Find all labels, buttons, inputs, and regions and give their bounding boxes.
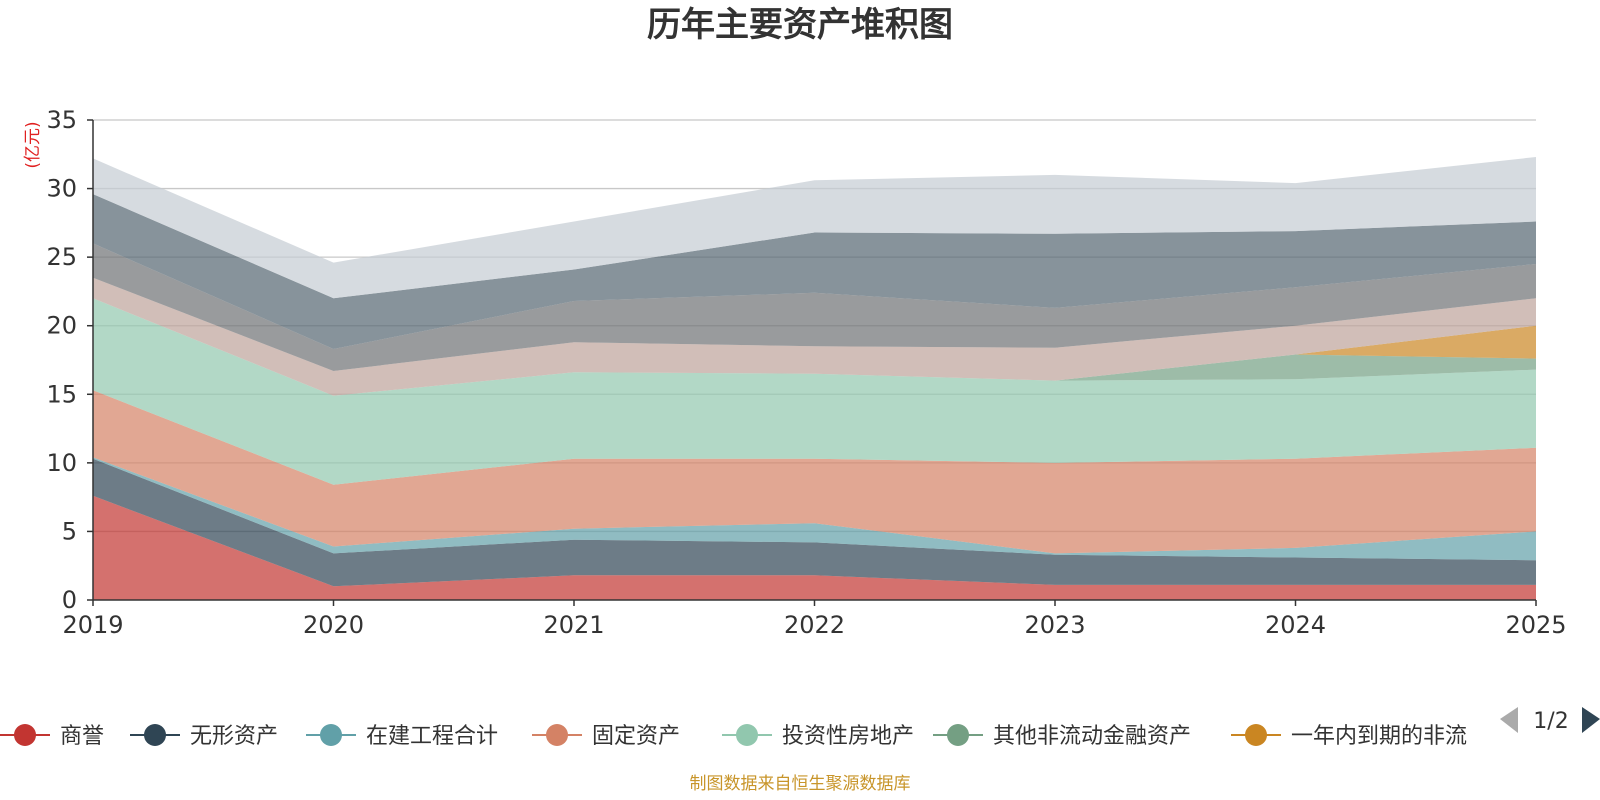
- y-tick-label-20: 20: [46, 312, 77, 340]
- y-tick-label-30: 30: [46, 175, 77, 203]
- area-series-4[interactable]: [93, 298, 1536, 485]
- area-series-3[interactable]: [93, 390, 1536, 554]
- legend-page-indicator: 1/2: [1533, 709, 1568, 734]
- legend: 商誉 无形资产 在建工程合计 固定资产 投资性房地产 其他非流动金融资产 一年内到期的非流: [0, 724, 1467, 749]
- x-tick-label-2019: 2019: [62, 611, 123, 639]
- area-series-0[interactable]: [93, 495, 1536, 600]
- legend-item-5[interactable]: 其他非流动金融资产: [933, 724, 1191, 749]
- legend-pager: 1/2: [1500, 707, 1600, 734]
- legend-circle-marker: [14, 724, 36, 746]
- x-tick-label-2021: 2021: [543, 611, 604, 639]
- legend-prev-page-icon[interactable]: [1500, 707, 1518, 733]
- legend-label: 在建工程合计: [366, 724, 498, 749]
- x-tick-label-2020: 2020: [303, 611, 364, 639]
- legend-circle-marker: [947, 724, 969, 746]
- y-tick-label-0: 0: [62, 586, 77, 614]
- legend-label: 投资性房地产: [782, 724, 914, 749]
- legend-circle-marker: [736, 724, 758, 746]
- area-series-7[interactable]: [93, 277, 1536, 396]
- area-series-1[interactable]: [93, 458, 1536, 587]
- legend-item-4[interactable]: 投资性房地产: [722, 724, 914, 749]
- area-series-8[interactable]: [93, 243, 1536, 371]
- area-series-9[interactable]: [93, 194, 1536, 349]
- legend-label: 商誉: [60, 724, 104, 749]
- y-tick-label-15: 15: [46, 380, 77, 408]
- area-series-5[interactable]: [93, 298, 1536, 396]
- x-tick-label-2024: 2024: [1265, 611, 1326, 639]
- legend-next-page-icon[interactable]: [1582, 707, 1600, 733]
- legend-item-0[interactable]: 商誉: [0, 724, 104, 749]
- legend-circle-marker: [1245, 724, 1267, 746]
- y-tick-label-5: 5: [62, 517, 77, 545]
- y-tick-label-35: 35: [46, 106, 77, 134]
- x-tick-label-2023: 2023: [1024, 611, 1085, 639]
- y-tick-label-25: 25: [46, 243, 77, 271]
- x-tick-label-2025: 2025: [1505, 611, 1566, 639]
- area-series-group: [93, 157, 1536, 600]
- legend-item-1[interactable]: 无形资产: [130, 724, 278, 749]
- legend-circle-marker: [320, 724, 342, 746]
- legend-label: 其他非流动金融资产: [993, 724, 1191, 749]
- area-series-2[interactable]: [93, 457, 1536, 561]
- legend-label: 固定资产: [592, 724, 680, 749]
- legend-circle-marker: [546, 724, 568, 746]
- legend-item-2[interactable]: 在建工程合计: [306, 724, 498, 749]
- legend-item-6[interactable]: 一年内到期的非流: [1231, 724, 1467, 749]
- y-axis-unit-label: (亿元): [23, 121, 43, 168]
- chart-title: 历年主要资产堆积图: [647, 5, 953, 45]
- data-source-note: 制图数据来自恒生聚源数据库: [690, 774, 911, 794]
- legend-label: 无形资产: [190, 724, 278, 749]
- legend-circle-marker: [144, 724, 166, 746]
- legend-label: 一年内到期的非流: [1291, 724, 1467, 749]
- legend-item-3[interactable]: 固定资产: [532, 724, 680, 749]
- y-tick-label-10: 10: [46, 449, 77, 477]
- area-series-10[interactable]: [93, 157, 1536, 299]
- x-tick-label-2022: 2022: [784, 611, 845, 639]
